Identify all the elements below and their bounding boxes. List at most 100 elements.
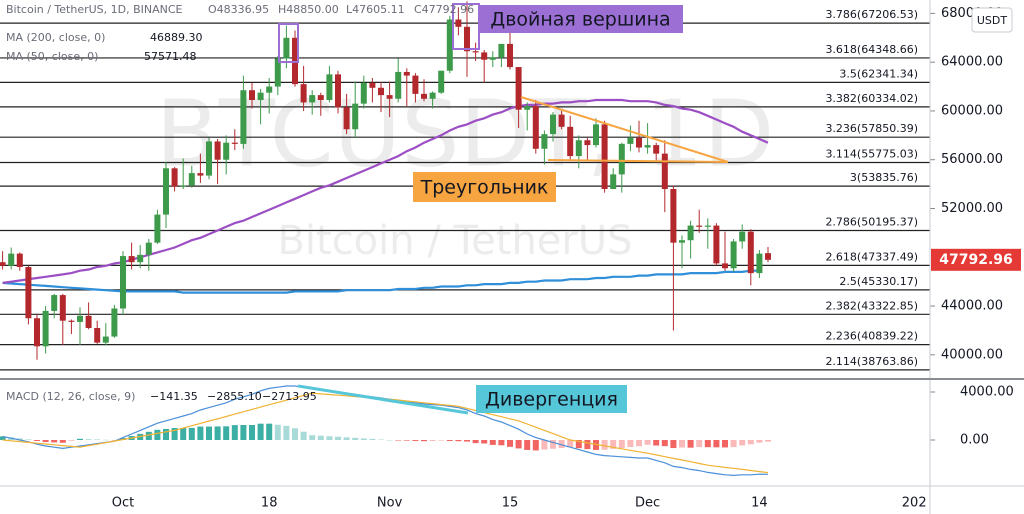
candle-body — [472, 51, 479, 53]
candle-body — [188, 173, 195, 186]
macd-histogram-bar — [584, 440, 591, 450]
macd-histogram-bar — [171, 428, 178, 440]
candle-body — [111, 308, 118, 337]
legend-ma-value: 46889.30 — [150, 31, 203, 44]
candle-body — [713, 225, 720, 264]
macd-histogram-bar — [34, 440, 40, 441]
macd-histogram-bar — [403, 440, 410, 441]
candle-body — [360, 82, 367, 104]
candle-body — [231, 142, 238, 144]
fib-label: 2.618(47337.49) — [825, 250, 918, 263]
candle-body — [274, 58, 281, 87]
candle-body — [730, 241, 737, 269]
candle-body — [257, 92, 264, 100]
annotation: Дивергенция — [485, 389, 618, 411]
candle-body — [137, 254, 144, 263]
candle-body — [636, 137, 642, 148]
macd-histogram-bar — [524, 440, 531, 450]
currency-box[interactable] — [971, 7, 1013, 33]
macd-histogram-bar — [335, 436, 341, 440]
price-tag — [931, 248, 1021, 271]
candle-body — [77, 315, 83, 322]
annotation: Треугольник — [420, 177, 549, 199]
macd-histogram-bar — [739, 440, 746, 446]
annotation: Двойная вершина — [490, 9, 670, 31]
candle-body — [94, 328, 101, 343]
divergence-line — [297, 384, 469, 415]
macd-histogram-bar — [481, 440, 488, 444]
candle-body — [429, 92, 436, 99]
macd-histogram-bar — [636, 440, 642, 447]
x-tick-label: 15 — [502, 496, 519, 511]
y-tick-label: 0.00 — [960, 433, 989, 448]
candle-body — [240, 90, 247, 144]
macd-histogram-bar — [214, 426, 221, 440]
y-tick-label: 56000.00 — [941, 152, 1003, 167]
candle-body — [481, 52, 488, 60]
macd-histogram-bar — [51, 440, 58, 443]
legend-symbol: Bitcoin / TetherUS, 1D, BINANCE — [6, 3, 183, 16]
candle-body — [765, 253, 771, 260]
fib-label: 2.5(45330.17) — [839, 275, 918, 288]
candle-body — [747, 231, 754, 274]
macd-histogram-bar — [472, 440, 479, 444]
macd-histogram-bar — [558, 440, 565, 449]
legend-macd-value: −2713.95 — [262, 390, 317, 403]
candle-body — [532, 106, 539, 149]
macd-histogram-bar — [679, 440, 685, 448]
price-tag-label: 47792.96 — [939, 252, 1013, 268]
candle-body — [756, 253, 763, 274]
candle-body — [515, 67, 522, 110]
fib-label: 2.786(50195.37) — [825, 216, 918, 229]
triangle-line — [547, 159, 729, 163]
macd-histogram-bar — [550, 440, 556, 449]
candle-body — [661, 153, 668, 189]
x-tick-label: 202 — [902, 496, 927, 511]
candle-body — [653, 145, 660, 154]
macd-histogram-bar — [0, 436, 6, 440]
macd-histogram-bar — [532, 440, 539, 451]
candle-body — [51, 295, 58, 311]
legend-open: O48336.95 — [208, 3, 269, 16]
candle-body — [25, 267, 32, 319]
macd-histogram-bar — [498, 440, 505, 446]
candle-body — [206, 141, 212, 176]
macd-histogram-bar — [696, 440, 703, 448]
candle-body — [395, 71, 402, 99]
candle-body — [266, 86, 273, 93]
candle-body — [704, 225, 711, 227]
macd-histogram-bar — [386, 440, 393, 441]
candle-body — [498, 43, 505, 58]
candle-body — [343, 107, 350, 130]
macd-histogram-bar — [610, 440, 617, 449]
candle-body — [335, 74, 341, 108]
macd-histogram-bar — [507, 440, 513, 447]
macd-histogram-bar — [94, 439, 101, 440]
macd-histogram-bar — [42, 440, 49, 443]
legend-macd-value: −141.35 — [150, 390, 198, 403]
candle-body — [378, 87, 384, 96]
candle-body — [489, 57, 496, 60]
legend-ma-value: 57571.48 — [144, 50, 197, 63]
macd-histogram-bar — [756, 440, 763, 443]
macd-histogram-bar — [223, 426, 230, 440]
candle-body — [85, 315, 92, 329]
candle-body — [455, 19, 462, 27]
macd-histogram-bar — [687, 440, 694, 448]
x-tick-label: 18 — [261, 496, 278, 511]
candle-body — [438, 70, 445, 93]
macd-histogram-bar — [249, 425, 255, 440]
currency[interactable]: USDT — [977, 14, 1008, 27]
candle-body — [558, 114, 565, 127]
macd-histogram-bar — [421, 440, 427, 442]
macd-histogram-bar — [378, 439, 384, 441]
annotation-box — [476, 385, 627, 413]
candle-body — [180, 185, 187, 187]
macd-histogram-bar — [618, 440, 625, 449]
x-tick-label: Oct — [112, 496, 134, 511]
macd-histogram-bar — [240, 425, 247, 440]
macd-histogram-bar — [412, 440, 419, 441]
annotation-box — [413, 172, 556, 202]
